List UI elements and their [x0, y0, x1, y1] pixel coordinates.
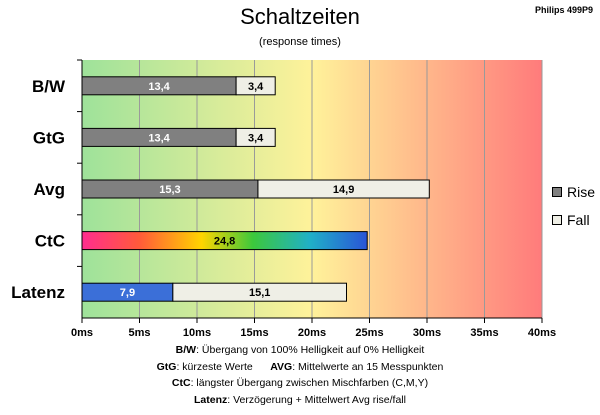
legend-swatch-fall	[552, 215, 562, 225]
bar-fall	[235, 76, 276, 96]
note-text: : Mittelwerte an 15 Messpunkten	[292, 360, 444, 373]
y-category-label: B/W	[32, 77, 66, 96]
note-key: GtG	[156, 360, 177, 373]
data-label-fall: 3,4	[248, 81, 264, 93]
chart-plot: 0ms 5ms 10ms 15ms 20ms 25ms 30ms 35ms 40ms B/W 13,…	[11, 59, 556, 339]
x-tick-label: 30ms	[413, 327, 441, 339]
x-tick-label: 20ms	[298, 327, 326, 339]
data-label-rise: 15,3	[159, 184, 180, 196]
y-category-label: GtG	[33, 128, 65, 147]
bar-rise	[81, 231, 368, 251]
data-label-rise: 13,4	[148, 81, 170, 93]
x-tick-label: 5ms	[128, 327, 150, 339]
chart-legend: Rise Fall	[552, 178, 595, 234]
x-tick-label: 25ms	[355, 327, 383, 339]
data-label-fall: 3,4	[248, 132, 264, 144]
note-key: CtC	[171, 377, 191, 389]
legend-swatch-rise	[552, 187, 562, 197]
data-label-rise: 13,4	[148, 132, 170, 144]
chart-notes: B/W: Übergang von 100% Helligkeit auf 0%…	[0, 342, 600, 408]
chart-subtitle: (response times)	[259, 36, 341, 48]
legend-label-rise: Rise	[567, 184, 596, 200]
data-label-rise: 7,9	[120, 287, 135, 299]
x-tick-label: 15ms	[240, 327, 268, 339]
note-line: Latenz: Verzögerung + Mittelwert Avg ris…	[0, 392, 600, 409]
x-tick-label: 40ms	[528, 327, 556, 339]
legend-item-fall: Fall	[552, 206, 595, 234]
x-tick-label: 35ms	[470, 327, 498, 339]
note-key: AVG	[270, 360, 293, 373]
note-key: Latenz	[194, 393, 228, 406]
bar-fall	[172, 282, 347, 302]
chart-title: Schaltzeiten	[240, 4, 360, 29]
legend-label-fall: Fall	[567, 212, 590, 228]
note-text: : Verzögerung + Mittelwert Avg rise/fall	[227, 393, 406, 406]
note-line: B/W: Übergang von 100% Helligkeit auf 0%…	[0, 342, 600, 359]
x-tick-label: 10ms	[183, 327, 211, 339]
note-text: : längster Übergang zwischen Mischfarben…	[190, 377, 429, 389]
note-line: GtG: kürzeste Werte AVG: Mittelwerte an …	[0, 359, 600, 376]
note-line: CtC: längster Übergang zwischen Mischfar…	[0, 375, 600, 392]
legend-item-rise: Rise	[552, 178, 595, 206]
bar-fall	[257, 179, 430, 199]
y-category-label: CtC	[35, 232, 65, 251]
note-text: : Übergang von 100% Helligkeit auf 0% He…	[196, 344, 425, 356]
note-text: : kürzeste Werte	[176, 360, 253, 373]
y-category-label: Avg	[34, 180, 66, 199]
data-label-fall: 14,9	[333, 184, 354, 196]
data-label-rise: 24,8	[214, 236, 235, 248]
y-category-label: Latenz	[11, 283, 65, 302]
x-tick-label: 0ms	[71, 327, 93, 339]
bar-fall	[235, 127, 276, 147]
monitor-model: Philips 499P9	[534, 5, 593, 15]
data-label-fall: 15,1	[249, 287, 270, 299]
note-key: B/W	[175, 344, 197, 356]
